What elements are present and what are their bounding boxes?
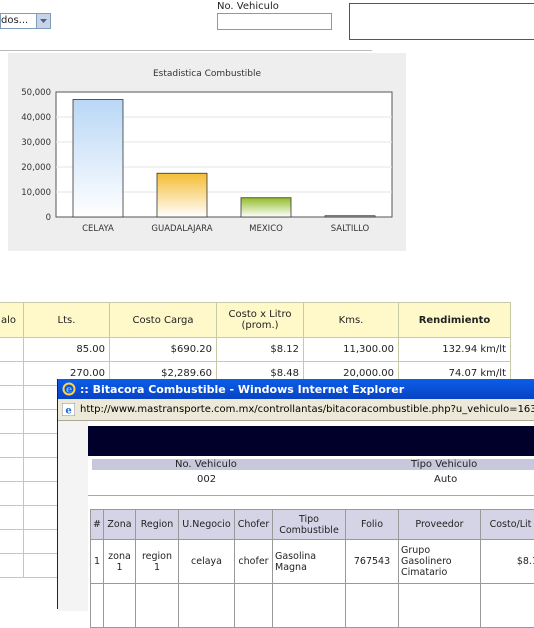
col-header: Costo Carga [110,303,217,338]
page-icon: e [62,403,75,416]
window-title: :: Bitacora Combustible - Windows Intern… [80,383,404,396]
col-header: Lts. [24,303,110,338]
col-header: Tipo Combustible [273,510,346,540]
address-url[interactable]: http://www.mastransporte.com.mx/controll… [80,404,534,415]
col-header: Rendimiento [399,303,511,338]
table-cell: region 1 [136,540,179,584]
window-titlebar[interactable]: e :: Bitacora Combustible - Windows Inte… [58,379,534,399]
filter-select-value: dos... [1,15,28,26]
svg-text:e: e [66,385,72,396]
table-cell: 767543 [346,540,399,584]
col-header: Zona [104,510,136,540]
col-header: Costo x Litro (prom.) [217,303,304,338]
y-tick-label: 30,000 [21,138,51,148]
chevron-down-icon[interactable] [36,14,50,28]
svg-text:e: e [65,406,71,417]
y-tick-label: 40,000 [21,113,51,123]
filter-select[interactable]: dos... [0,13,51,29]
table-row [91,584,534,628]
table-cell: $8.12 [217,338,304,362]
bar-guadalajara [157,173,207,217]
table-row: 85.00 $690.20 $8.12 11,300.00 132.94 km/… [0,338,511,362]
table-cell: zona 1 [104,540,136,584]
y-tick-label: 10,000 [21,188,51,198]
col-header: Chofer [235,510,273,540]
table-cell: Grupo Gasolinero Cimatario [399,540,481,584]
table-cell: $690.20 [110,338,217,362]
x-tick-label: SALTILLO [331,224,370,234]
col-header: Folio [346,510,399,540]
col-header: Proveedor [399,510,481,540]
vehicle-number-value: 002 [197,474,216,485]
vehicle-info-header: No. Vehiculo Tipo Vehiculo [92,459,534,470]
address-bar[interactable]: e http://www.mastransporte.com.mx/contro… [58,399,534,421]
table-row: 1 zona 1 region 1 celaya chofer Gasolina… [91,540,534,584]
col-header: Region [136,510,179,540]
vehicle-type-value: Auto [434,474,457,485]
col-header: U.Negocio [179,510,235,540]
table-cell: $8.1 [481,540,534,584]
vehicle-type-header: Tipo Vehiculo [411,459,477,470]
table-cell [0,338,24,362]
table-cell: Gasolina Magna [273,540,346,584]
chart-plot: 50,000 40,000 30,000 20,000 10,000 0 CELAYA GUA… [8,53,406,251]
y-tick-label: 20,000 [21,163,51,173]
popup-content: No. Vehiculo Tipo Vehiculo 002 Auto # Zo… [58,421,534,611]
table-cell: 132.94 km/lt [399,338,511,362]
bar-saltillo [325,216,375,217]
divider [0,50,372,51]
col-header: Costo/Lit [481,510,534,540]
notes-textarea[interactable] [349,3,534,40]
bar-mexico [241,198,291,217]
y-tick-label: 50,000 [21,88,51,98]
y-tick-label: 0 [46,213,51,223]
content-margin [58,421,88,611]
fuel-log-table: # Zona Region U.Negocio Chofer Tipo Comb… [90,509,534,628]
col-header: # [91,510,104,540]
col-header: Kms. [304,303,399,338]
vehicle-number-label: No. Vehiculo [217,1,279,12]
divider [88,495,534,496]
table-cell: 11,300.00 [304,338,399,362]
ie-popup-window[interactable]: e :: Bitacora Combustible - Windows Inte… [57,379,534,609]
table-cell: chofer [235,540,273,584]
col-header: alo [0,303,24,338]
vehicle-number-input[interactable] [217,13,332,30]
header-banner [88,426,534,456]
table-cell: celaya [179,540,235,584]
table-cell: 1 [91,540,104,584]
table-cell [0,362,24,386]
bar-celaya [73,100,123,218]
table-cell: 85.00 [24,338,110,362]
x-tick-label: CELAYA [82,224,114,234]
x-tick-label: GUADALAJARA [151,224,212,234]
x-tick-label: MEXICO [249,224,283,234]
ie-logo-icon: e [62,382,76,396]
vehicle-number-header: No. Vehiculo [175,459,237,470]
